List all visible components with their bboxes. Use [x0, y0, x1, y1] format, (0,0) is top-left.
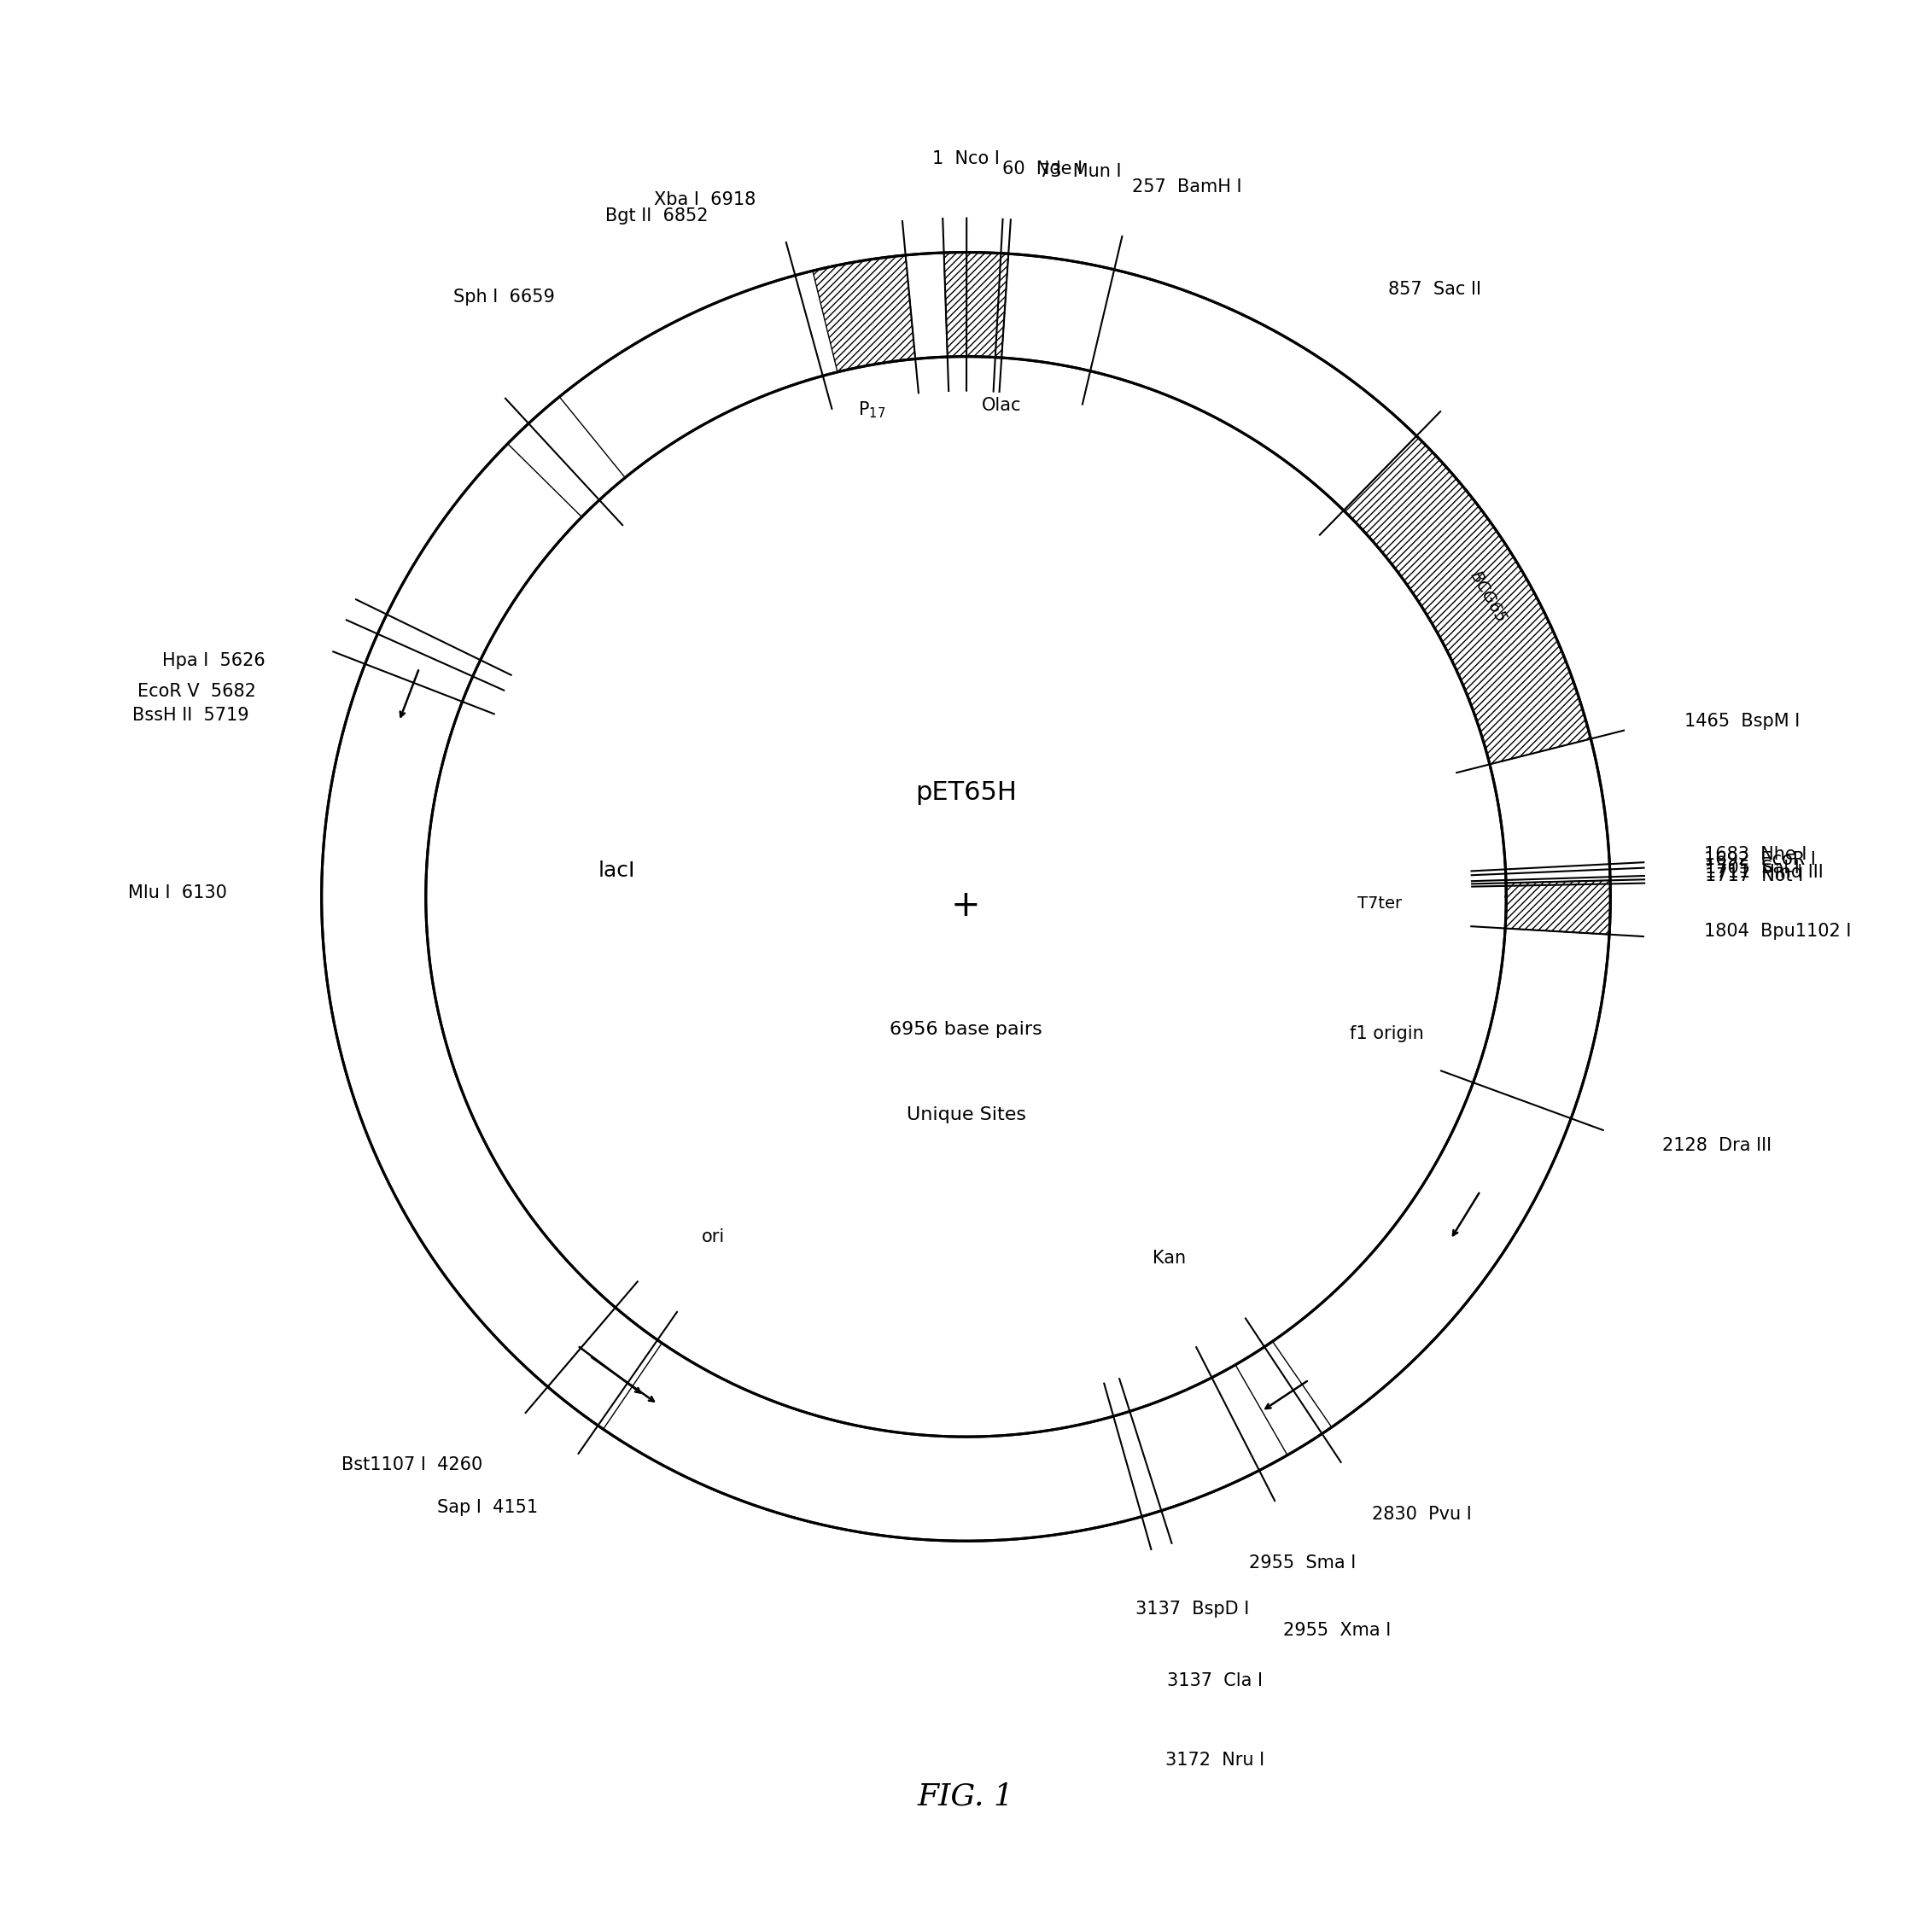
- Wedge shape: [945, 252, 1009, 359]
- Text: 3137  BspD I: 3137 BspD I: [1136, 1600, 1248, 1617]
- Text: Bst1107 I  4260: Bst1107 I 4260: [342, 1457, 483, 1474]
- Text: 1465  BspM I: 1465 BspM I: [1685, 713, 1799, 730]
- Wedge shape: [1235, 1341, 1331, 1455]
- Wedge shape: [1505, 881, 1611, 934]
- Text: FIG. 1: FIG. 1: [918, 1783, 1014, 1812]
- Text: 1804  Bpu1102 I: 1804 Bpu1102 I: [1704, 923, 1851, 940]
- Text: 1683  Nhe I: 1683 Nhe I: [1704, 845, 1806, 862]
- Text: Hpa I  5626: Hpa I 5626: [162, 652, 265, 669]
- Text: lacI: lacI: [597, 860, 636, 881]
- Text: 73  Mun I: 73 Mun I: [1039, 164, 1121, 179]
- Wedge shape: [508, 397, 626, 517]
- Text: 2830  Pvu I: 2830 Pvu I: [1372, 1507, 1472, 1524]
- Text: 1705  Sal I: 1705 Sal I: [1704, 860, 1799, 877]
- Text: 1692  EcoR I: 1692 EcoR I: [1704, 851, 1816, 868]
- Text: 1717  Not I: 1717 Not I: [1704, 868, 1803, 885]
- Text: 2955  Sma I: 2955 Sma I: [1250, 1554, 1356, 1571]
- Text: Sph I  6659: Sph I 6659: [454, 288, 554, 305]
- Text: 2128  Dra III: 2128 Dra III: [1662, 1137, 1772, 1154]
- Text: pET65H: pET65H: [916, 780, 1016, 805]
- Text: f1 origin: f1 origin: [1350, 1026, 1424, 1043]
- Text: Sap I  4151: Sap I 4151: [437, 1499, 537, 1516]
- Text: Bgt II  6852: Bgt II 6852: [605, 208, 707, 225]
- Text: Xba I  6918: Xba I 6918: [653, 191, 755, 208]
- Text: T7ter: T7ter: [1358, 896, 1403, 912]
- Text: Unique Sites: Unique Sites: [906, 1106, 1026, 1123]
- Text: Kan: Kan: [1153, 1249, 1186, 1266]
- Text: 257  BamH I: 257 BamH I: [1132, 179, 1242, 196]
- Text: ori: ori: [701, 1228, 724, 1245]
- Text: EcoR V  5682: EcoR V 5682: [137, 683, 255, 700]
- Text: 3172  Nru I: 3172 Nru I: [1165, 1753, 1264, 1770]
- Text: 3137  Cla I: 3137 Cla I: [1167, 1672, 1264, 1690]
- Text: Mlu I  6130: Mlu I 6130: [128, 885, 226, 902]
- Text: 1  Nco I: 1 Nco I: [933, 151, 999, 168]
- Wedge shape: [1343, 437, 1590, 765]
- Text: 1711  Hind III: 1711 Hind III: [1704, 864, 1824, 881]
- Wedge shape: [547, 1308, 663, 1428]
- Text: P$_{17}$: P$_{17}$: [858, 400, 885, 420]
- Text: 6956 base pairs: 6956 base pairs: [891, 1020, 1041, 1037]
- Text: Olac: Olac: [981, 397, 1022, 414]
- Wedge shape: [813, 256, 916, 372]
- Text: +: +: [951, 889, 981, 925]
- Text: 2955  Xma I: 2955 Xma I: [1283, 1623, 1391, 1640]
- Text: BCG65: BCG65: [1466, 568, 1509, 625]
- Text: 857  Sac II: 857 Sac II: [1387, 280, 1482, 297]
- Text: BssH II  5719: BssH II 5719: [133, 707, 249, 725]
- Text: 60  Nde I: 60 Nde I: [1003, 160, 1082, 177]
